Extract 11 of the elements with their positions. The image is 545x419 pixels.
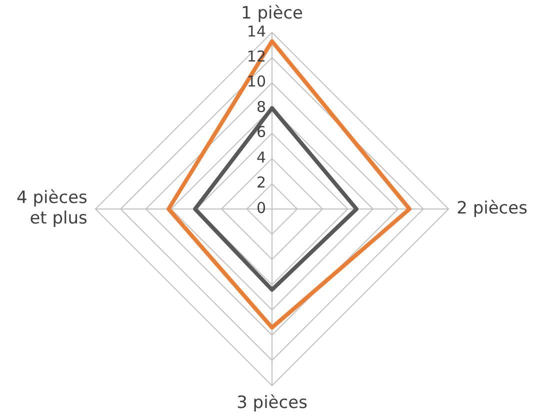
spoke-label: 4 pièces et plus [16, 188, 88, 229]
y-tick-label: 6 [256, 123, 266, 142]
spoke-label: 3 pièces [236, 393, 308, 414]
spoke-label: 1 pièce [241, 4, 303, 24]
y-tick-label: 14 [246, 22, 266, 40]
spoke-label: 2 pièces [456, 198, 528, 218]
y-tick-label: 4 [256, 148, 266, 166]
y-tick-label: 2 [256, 174, 266, 192]
y-tick-label: 10 [246, 72, 266, 91]
y-tick-label: 8 [256, 98, 266, 116]
y-tick-label: 0 [256, 198, 266, 217]
